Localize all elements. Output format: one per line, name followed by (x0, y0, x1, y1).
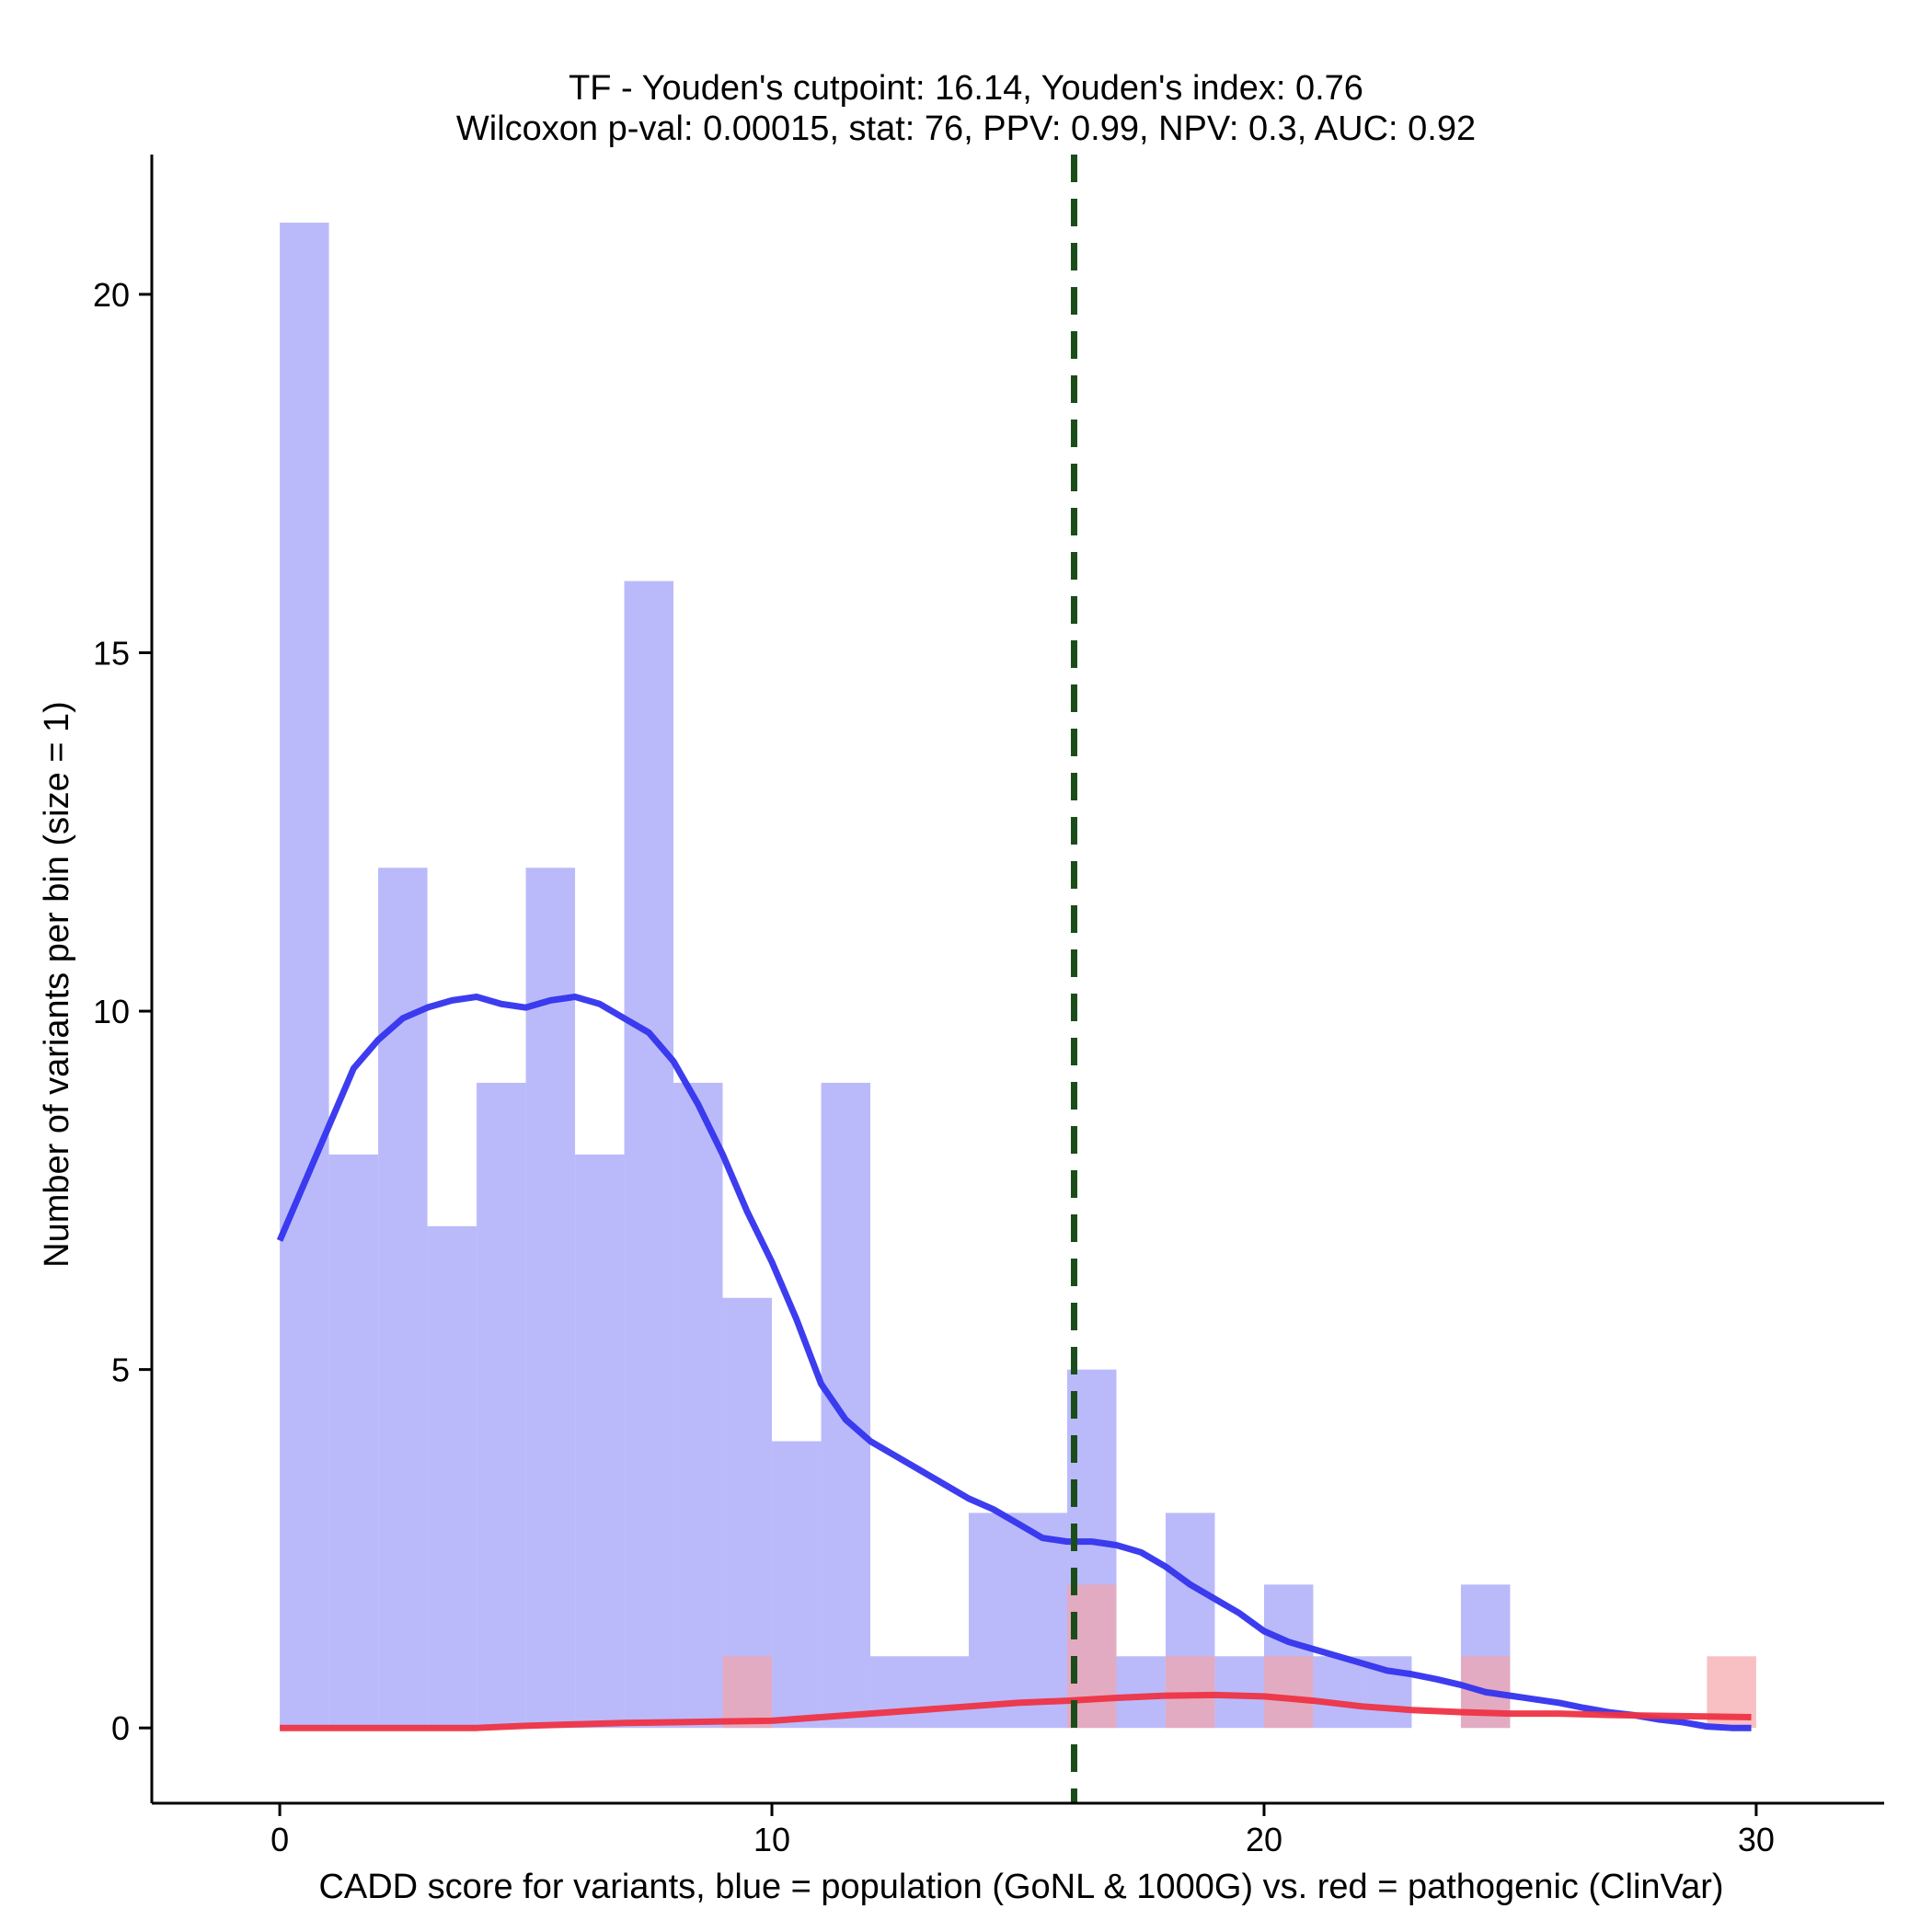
bars-layer (280, 223, 1756, 1729)
x-tick-label: 0 (270, 1821, 289, 1858)
axes-layer: 0 10 20 30 0 5 10 15 20 (93, 155, 1884, 1858)
density-lines-layer (276, 993, 1752, 1731)
population-bar (477, 1082, 526, 1729)
pathogenic-density-line (280, 1691, 1752, 1731)
population-bar (378, 868, 428, 1729)
population-bar (280, 223, 329, 1729)
population-bar (821, 1082, 871, 1729)
y-tick-label: 15 (93, 634, 130, 672)
population-bar (624, 581, 674, 1729)
x-tick-label: 10 (753, 1821, 790, 1858)
population-bar (1313, 1656, 1363, 1729)
x-tick-label: 20 (1246, 1821, 1282, 1858)
y-tick-label: 0 (111, 1709, 130, 1747)
population-bar (1116, 1656, 1166, 1729)
population-bar (722, 1297, 773, 1729)
x-tick-label: 30 (1738, 1821, 1775, 1858)
population-bar (525, 868, 576, 1729)
population-bar (328, 1154, 379, 1729)
population-bar (1018, 1512, 1067, 1729)
y-axis-label: Number of variants per bin (size = 1) (38, 701, 76, 1268)
population-bar (919, 1656, 969, 1729)
chart-title-line1: TF - Youden's cutpoint: 16.14, Youden's … (569, 69, 1363, 108)
chart-title-line2: Wilcoxon p-val: 0.00015, stat: 76, PPV: … (456, 109, 1476, 148)
population-bar (427, 1225, 477, 1729)
population-bar (575, 1154, 625, 1729)
population-bar (673, 1082, 723, 1729)
population-bar (870, 1656, 920, 1729)
y-tick-label: 20 (93, 276, 130, 314)
y-tick-label: 5 (111, 1351, 130, 1389)
population-bar (969, 1512, 1018, 1729)
pathogenic-bar (1263, 1656, 1314, 1729)
pathogenic-bar (722, 1656, 773, 1729)
population-bar (772, 1441, 822, 1729)
y-tick-label: 10 (93, 993, 130, 1030)
x-axis-label: CADD score for variants, blue = populati… (318, 1868, 1723, 1906)
population-density-line (276, 993, 1752, 1731)
